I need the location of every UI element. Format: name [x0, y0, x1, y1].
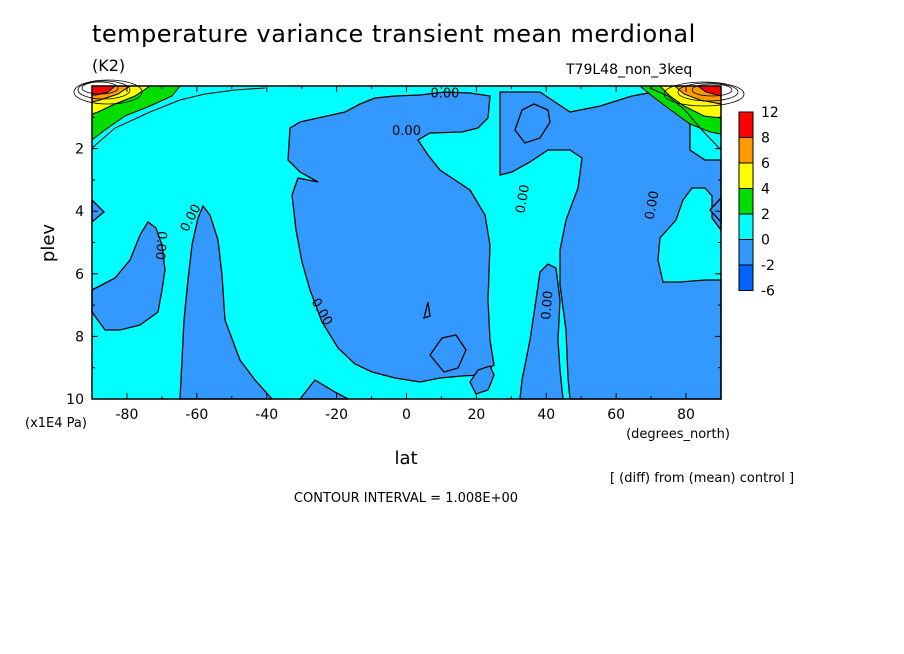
contour-ring-ne-2 [663, 81, 745, 107]
x-axis: -80 -60 -40 -20 0 20 40 60 80 [91, 86, 722, 423]
colorbar-swatch [738, 162, 754, 189]
x-tick-label: 60 [607, 407, 625, 423]
fill-negative-0 [287, 91, 495, 383]
footer-subtitle: [ (diff) from (mean) control ] [610, 471, 794, 486]
colorbar-level-label: 2 [761, 207, 770, 223]
fill-negative-3 [179, 204, 274, 400]
x-tick-label: 0 [402, 407, 411, 423]
contour-label-zero: 0.00 [539, 290, 556, 320]
colorbar-level-label: 6 [761, 156, 770, 172]
colorbar-swatch [738, 264, 754, 291]
x-axis-units: (degrees_north) [626, 427, 730, 442]
y-tick-label: 10 [66, 392, 84, 408]
y-axis-units: (x1E4 Pa) [25, 416, 87, 431]
x-tick-label: -80 [116, 407, 139, 423]
contour-fills [91, 85, 722, 400]
contour-label-zero: 0.00 [392, 124, 421, 139]
contour-label-zero: 0.00 [430, 86, 459, 101]
contour-lines [73, 79, 745, 151]
contour-label-zero: 0.00 [643, 190, 663, 221]
colorbar-level-label: 0 [761, 233, 770, 249]
colorbar-swatch [738, 213, 754, 240]
contour-line-ne [649, 87, 722, 151]
contour-ring-ne-0 [691, 83, 733, 97]
contour-ring-ne-1 [677, 82, 739, 102]
y-axis-label: plev [38, 224, 59, 263]
fill-negative-8 [514, 103, 551, 144]
contour-ring-nw-0 [81, 81, 119, 95]
contour-ring-nw-1 [77, 80, 131, 100]
contour-label-zero: 0.00 [152, 230, 169, 260]
x-tick-label: 40 [537, 407, 555, 423]
x-tick-label: -60 [185, 407, 208, 423]
fill-negative-6 [429, 334, 467, 373]
colorbar-swatch [738, 239, 754, 266]
y-tick-label: 6 [75, 267, 84, 283]
colorbar-level-label: 8 [761, 131, 770, 147]
chart-units: (K2) [92, 56, 126, 75]
colorbar: 12 8 6 4 2 0 -2 -6 [738, 105, 779, 300]
colorbar-level-label: 12 [761, 105, 779, 121]
run-name: T79L48_non_3keq [566, 62, 693, 78]
contour-ring-nw-2 [73, 79, 143, 105]
y-tick-label: 2 [75, 142, 84, 158]
colorbar-swatch [738, 188, 754, 215]
y-axis: 2 4 6 8 10 [66, 116, 721, 408]
contour-interval: CONTOUR INTERVAL = 1.008E+00 [294, 491, 518, 506]
x-axis-label: lat [394, 448, 417, 469]
y-tick-label: 8 [75, 329, 84, 345]
colorbar-level-label: -2 [761, 258, 775, 274]
colorbar-level-label: 4 [761, 182, 770, 198]
colorbar-level-label: -6 [761, 284, 775, 300]
y-tick-label: 4 [75, 204, 84, 220]
contour-label-zero: 0.00 [513, 183, 533, 214]
x-tick-label: -40 [255, 407, 278, 423]
fill-negative-5 [519, 263, 564, 400]
x-tick-label: 80 [677, 407, 695, 423]
colorbar-swatch [738, 111, 754, 138]
fill-negative-2 [91, 221, 166, 331]
fill-negative-12 [423, 301, 431, 319]
x-tick-label: -20 [325, 407, 348, 423]
colorbar-swatch [738, 137, 754, 164]
contour-line-nw [91, 87, 266, 149]
chart-title: temperature variance transient mean merd… [92, 20, 696, 48]
x-tick-label: 20 [467, 407, 485, 423]
